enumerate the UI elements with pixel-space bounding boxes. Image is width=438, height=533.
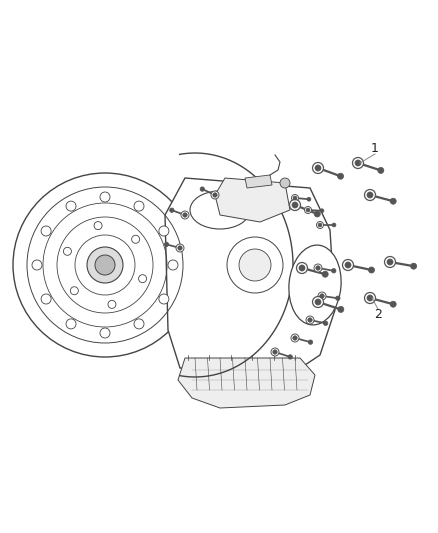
Circle shape xyxy=(178,246,182,250)
Circle shape xyxy=(353,157,364,168)
Circle shape xyxy=(318,223,322,227)
Circle shape xyxy=(95,255,115,275)
Circle shape xyxy=(306,208,310,212)
Circle shape xyxy=(390,198,396,204)
Circle shape xyxy=(134,319,144,329)
Circle shape xyxy=(320,209,324,213)
Circle shape xyxy=(66,319,76,329)
Circle shape xyxy=(200,187,205,191)
Circle shape xyxy=(280,178,290,188)
Circle shape xyxy=(338,306,344,312)
Polygon shape xyxy=(215,178,290,222)
Circle shape xyxy=(390,301,396,307)
Circle shape xyxy=(367,295,373,301)
Circle shape xyxy=(307,197,311,201)
Circle shape xyxy=(322,271,328,277)
Ellipse shape xyxy=(190,191,250,229)
Circle shape xyxy=(168,260,178,270)
Circle shape xyxy=(320,294,324,298)
Text: 2: 2 xyxy=(374,309,382,321)
Circle shape xyxy=(108,301,116,309)
Circle shape xyxy=(308,318,312,322)
Circle shape xyxy=(368,267,374,273)
Circle shape xyxy=(159,294,169,304)
Circle shape xyxy=(159,226,169,236)
Circle shape xyxy=(273,350,277,354)
Circle shape xyxy=(306,316,314,324)
Circle shape xyxy=(87,247,123,283)
Circle shape xyxy=(132,235,140,243)
Circle shape xyxy=(364,293,375,303)
Circle shape xyxy=(170,208,174,213)
Polygon shape xyxy=(165,178,335,375)
Circle shape xyxy=(227,237,283,293)
Circle shape xyxy=(317,222,324,229)
Circle shape xyxy=(410,263,417,269)
Circle shape xyxy=(293,336,297,340)
Circle shape xyxy=(288,355,293,359)
Circle shape xyxy=(290,199,300,211)
Circle shape xyxy=(100,328,110,338)
Circle shape xyxy=(299,265,305,271)
Circle shape xyxy=(100,192,110,202)
Circle shape xyxy=(315,165,321,171)
Circle shape xyxy=(213,193,217,197)
Circle shape xyxy=(291,334,299,342)
Circle shape xyxy=(164,242,169,247)
Circle shape xyxy=(32,260,42,270)
Polygon shape xyxy=(245,175,272,188)
Circle shape xyxy=(71,287,78,295)
Circle shape xyxy=(183,213,187,217)
Circle shape xyxy=(138,274,147,282)
Circle shape xyxy=(385,256,396,268)
Circle shape xyxy=(64,247,71,255)
Circle shape xyxy=(378,167,384,173)
Circle shape xyxy=(343,260,353,271)
Circle shape xyxy=(297,262,307,273)
Circle shape xyxy=(367,192,373,198)
Text: 1: 1 xyxy=(371,141,379,155)
Circle shape xyxy=(304,206,311,214)
Circle shape xyxy=(293,196,297,200)
Circle shape xyxy=(41,226,51,236)
Circle shape xyxy=(292,195,299,201)
Circle shape xyxy=(355,160,361,166)
Circle shape xyxy=(176,244,184,252)
Circle shape xyxy=(332,269,336,273)
Circle shape xyxy=(323,321,328,326)
Circle shape xyxy=(345,262,351,268)
Circle shape xyxy=(312,296,324,308)
Circle shape xyxy=(271,348,279,356)
Circle shape xyxy=(315,299,321,305)
Circle shape xyxy=(364,190,375,200)
Circle shape xyxy=(314,211,320,217)
Circle shape xyxy=(66,201,76,211)
Circle shape xyxy=(387,259,393,265)
Circle shape xyxy=(336,296,340,301)
Circle shape xyxy=(338,173,343,179)
Circle shape xyxy=(181,211,189,219)
Circle shape xyxy=(239,249,271,281)
Circle shape xyxy=(292,202,298,208)
Polygon shape xyxy=(178,358,315,408)
Circle shape xyxy=(316,266,320,270)
Circle shape xyxy=(13,173,197,357)
Circle shape xyxy=(318,292,326,300)
Circle shape xyxy=(332,223,336,227)
Circle shape xyxy=(211,191,219,199)
Circle shape xyxy=(308,340,313,344)
Circle shape xyxy=(94,222,102,230)
Circle shape xyxy=(312,163,324,174)
Circle shape xyxy=(314,264,322,272)
Circle shape xyxy=(41,294,51,304)
Circle shape xyxy=(134,201,144,211)
Ellipse shape xyxy=(289,245,341,325)
